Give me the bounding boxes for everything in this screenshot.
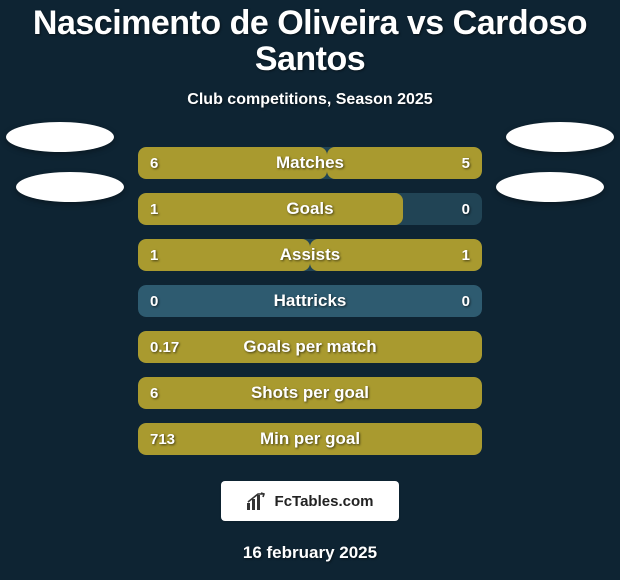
stat-row: Goals per match0.17 xyxy=(0,331,620,363)
stat-bar: Goals10 xyxy=(138,193,482,225)
left-player-oval xyxy=(16,172,124,202)
stat-bar-left-fill xyxy=(138,193,403,225)
stat-bar-right-fill xyxy=(327,147,482,179)
stat-bar-left-fill xyxy=(138,423,482,455)
stat-bar: Shots per goal6 xyxy=(138,377,482,409)
stat-row: Shots per goal6 xyxy=(0,377,620,409)
right-player-oval xyxy=(496,172,604,202)
footer-date: 16 february 2025 xyxy=(243,543,377,563)
brand-icon xyxy=(247,492,267,510)
stat-bar-left-fill xyxy=(138,239,310,271)
left-player-oval xyxy=(6,122,114,152)
stat-bar: Matches65 xyxy=(138,147,482,179)
stat-bar: Hattricks00 xyxy=(138,285,482,317)
stat-row: Min per goal713 xyxy=(0,423,620,455)
comparison-infographic: Nascimento de Oliveira vs Cardoso Santos… xyxy=(0,0,620,580)
stat-bar: Assists11 xyxy=(138,239,482,271)
stat-bar-left-fill xyxy=(138,331,482,363)
brand-badge: FcTables.com xyxy=(221,481,399,521)
stat-bar-left-fill xyxy=(138,377,482,409)
stat-bar-track xyxy=(138,285,482,317)
stat-row: Hattricks00 xyxy=(0,285,620,317)
stat-bar: Goals per match0.17 xyxy=(138,331,482,363)
stat-bar-left-fill xyxy=(138,147,327,179)
stat-bar-right-fill xyxy=(310,239,482,271)
brand-text: FcTables.com xyxy=(275,493,374,510)
right-player-oval xyxy=(506,122,614,152)
page-title: Nascimento de Oliveira vs Cardoso Santos xyxy=(0,6,620,77)
stat-row: Assists11 xyxy=(0,239,620,271)
stat-bar: Min per goal713 xyxy=(138,423,482,455)
page-subtitle: Club competitions, Season 2025 xyxy=(187,91,432,109)
